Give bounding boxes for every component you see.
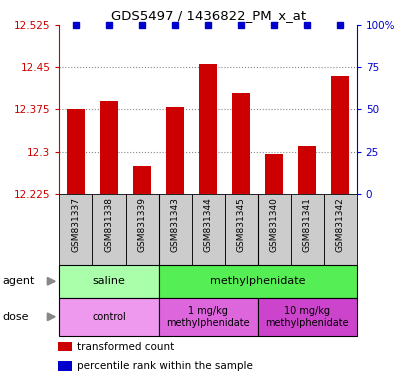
- Text: GSM831337: GSM831337: [71, 197, 80, 252]
- Bar: [166, 107, 184, 194]
- Text: agent: agent: [2, 276, 34, 286]
- Bar: [125, 194, 158, 265]
- Bar: [100, 101, 118, 194]
- Bar: [224, 194, 257, 265]
- Bar: [59, 265, 158, 298]
- Text: dose: dose: [2, 312, 29, 322]
- Bar: [67, 109, 85, 194]
- Bar: [257, 298, 356, 336]
- Text: GSM831344: GSM831344: [203, 197, 212, 252]
- Bar: [290, 194, 323, 265]
- Bar: [158, 298, 257, 336]
- Text: GSM831341: GSM831341: [302, 197, 311, 252]
- Bar: [158, 194, 191, 265]
- Bar: [59, 194, 92, 265]
- Bar: [198, 65, 217, 194]
- Bar: [58, 361, 72, 371]
- Text: GSM831338: GSM831338: [104, 197, 113, 252]
- Text: percentile rank within the sample: percentile rank within the sample: [77, 361, 252, 371]
- Text: 1 mg/kg
methylphenidate: 1 mg/kg methylphenidate: [166, 306, 249, 328]
- Text: GSM831340: GSM831340: [269, 197, 278, 252]
- Text: GSM831343: GSM831343: [170, 197, 179, 252]
- Text: control: control: [92, 312, 126, 322]
- Title: GDS5497 / 1436822_PM_x_at: GDS5497 / 1436822_PM_x_at: [110, 9, 305, 22]
- Bar: [92, 194, 125, 265]
- Text: saline: saline: [92, 276, 125, 286]
- Bar: [191, 194, 224, 265]
- Text: 10 mg/kg
methylphenidate: 10 mg/kg methylphenidate: [265, 306, 348, 328]
- Bar: [59, 298, 158, 336]
- Text: GSM831342: GSM831342: [335, 197, 344, 252]
- Bar: [257, 194, 290, 265]
- Text: transformed count: transformed count: [77, 342, 174, 352]
- Bar: [58, 342, 72, 351]
- Text: GSM831345: GSM831345: [236, 197, 245, 252]
- Bar: [330, 76, 348, 194]
- Bar: [133, 166, 151, 194]
- Bar: [264, 154, 283, 194]
- Bar: [297, 146, 315, 194]
- Text: methylphenidate: methylphenidate: [209, 276, 305, 286]
- Bar: [323, 194, 356, 265]
- Bar: [158, 265, 356, 298]
- Bar: [231, 93, 249, 194]
- Text: GSM831339: GSM831339: [137, 197, 146, 252]
